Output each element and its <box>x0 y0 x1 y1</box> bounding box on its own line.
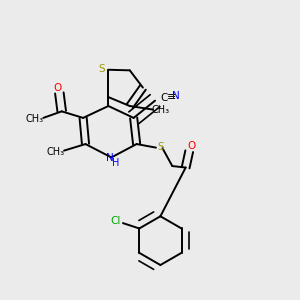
Text: O: O <box>54 82 62 93</box>
Text: S: S <box>157 142 164 152</box>
Text: CH₃: CH₃ <box>47 147 65 157</box>
Text: CH₃: CH₃ <box>152 105 170 115</box>
Text: CH₃: CH₃ <box>26 114 44 124</box>
Text: N: N <box>172 91 180 101</box>
Text: N: N <box>106 153 114 163</box>
Text: Cl: Cl <box>111 216 121 226</box>
Text: C: C <box>160 93 168 103</box>
Text: S: S <box>98 64 105 74</box>
Text: ≡: ≡ <box>166 92 176 102</box>
Text: O: O <box>188 141 196 151</box>
Text: H: H <box>112 158 120 168</box>
